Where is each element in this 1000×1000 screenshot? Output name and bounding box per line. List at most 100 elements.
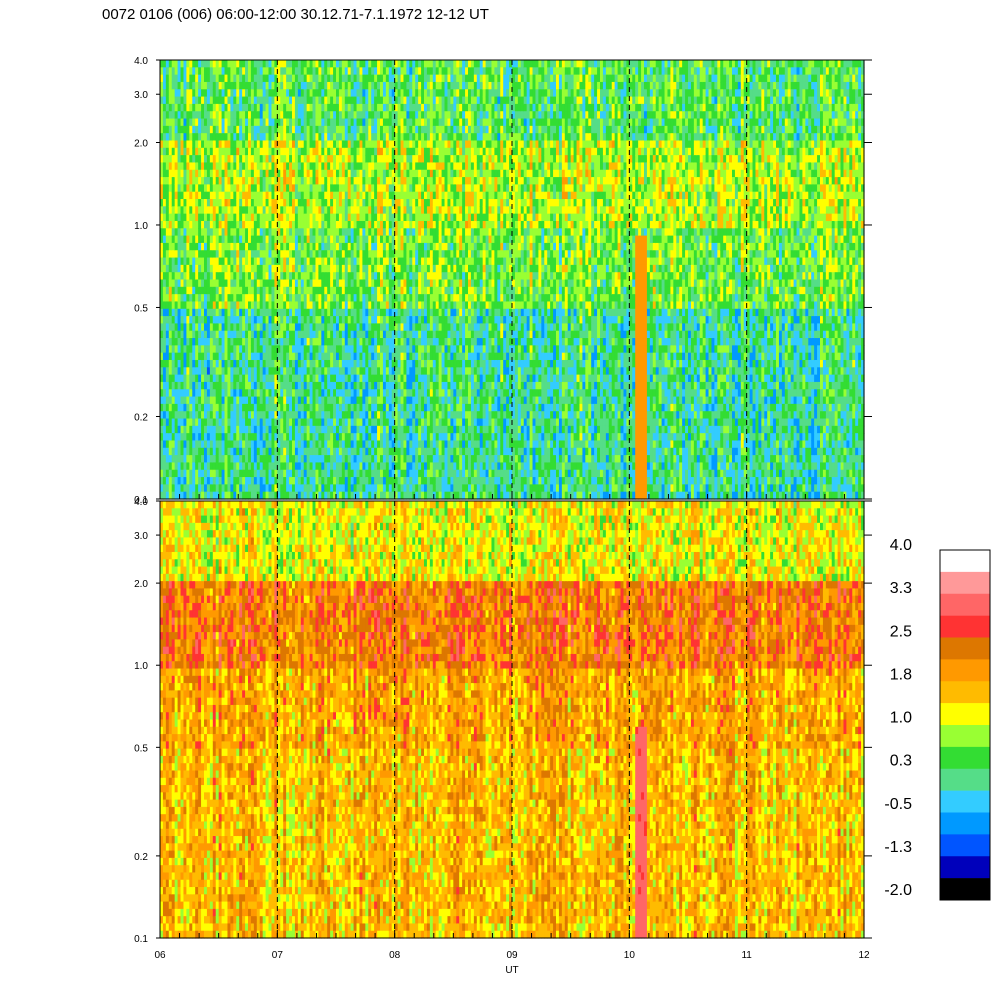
- heatmap-cell: [206, 118, 211, 127]
- heatmap-cell: [183, 455, 187, 464]
- heatmap-cell: [256, 228, 261, 237]
- heatmap-cell: [215, 338, 220, 346]
- heatmap-cell: [259, 199, 264, 207]
- heatmap-cell: [239, 359, 243, 368]
- heatmap-cell: [250, 484, 255, 493]
- heatmap-cell: [274, 469, 278, 478]
- heatmap-cell: [195, 96, 199, 105]
- heatmap-cell: [218, 279, 223, 288]
- heatmap-cell: [262, 133, 267, 142]
- heatmap-cell: [189, 191, 193, 200]
- heatmap-cell: [201, 155, 205, 164]
- heatmap-cell: [230, 74, 234, 83]
- heatmap-cell: [162, 67, 167, 76]
- heatmap-cell: [160, 184, 164, 193]
- heatmap-cell: [218, 367, 223, 376]
- heatmap-cell: [239, 235, 243, 244]
- heatmap-cell: [283, 103, 287, 112]
- heatmap-cell: [242, 403, 246, 412]
- heatmap-cell: [201, 169, 205, 178]
- heatmap-cell: [248, 118, 252, 127]
- heatmap-cell: [180, 125, 185, 134]
- heatmap-cell: [253, 286, 258, 295]
- heatmap-cell: [204, 396, 208, 405]
- heatmap-cell: [283, 89, 287, 98]
- heatmap-cell: [195, 162, 199, 171]
- heatmap-cell: [283, 389, 287, 398]
- heatmap-cell: [253, 469, 258, 478]
- heatmap-cell: [165, 184, 170, 193]
- heatmap-cell: [242, 228, 246, 237]
- heatmap-cell: [212, 294, 217, 303]
- heatmap-cell: [277, 352, 281, 361]
- heatmap-cell: [262, 455, 267, 464]
- heatmap-cell: [250, 396, 255, 405]
- heatmap-cell: [262, 316, 267, 324]
- heatmap-cell: [289, 411, 293, 420]
- heatmap-cell: [183, 257, 187, 266]
- heatmap-cell: [171, 433, 176, 442]
- heatmap-cell: [171, 264, 176, 273]
- heatmap-cell: [239, 294, 243, 303]
- heatmap-cell: [271, 447, 275, 456]
- heatmap-cell: [248, 60, 252, 68]
- heatmap-cell: [274, 89, 278, 98]
- heatmap-cell: [227, 294, 231, 303]
- heatmap-cell: [162, 374, 167, 383]
- heatmap-cell: [274, 301, 278, 310]
- heatmap-cell: [233, 345, 237, 354]
- heatmap-cell: [177, 169, 182, 178]
- heatmap-cell: [218, 140, 223, 149]
- heatmap-cell: [236, 191, 240, 200]
- heatmap-cell: [292, 250, 296, 259]
- heatmap-cell: [177, 359, 182, 368]
- heatmap-cell: [183, 206, 187, 215]
- heatmap-cell: [165, 345, 170, 354]
- heatmap-cell: [280, 133, 284, 142]
- heatmap-cell: [180, 323, 185, 332]
- heatmap-cell: [206, 242, 211, 251]
- heatmap-cell: [286, 184, 290, 193]
- heatmap-cell: [289, 301, 293, 310]
- heatmap-cell: [248, 264, 252, 273]
- heatmap-cell: [204, 169, 208, 178]
- heatmap-cell: [236, 228, 240, 237]
- heatmap-cell: [256, 381, 261, 390]
- heatmap-cell: [227, 352, 231, 361]
- heatmap-cell: [168, 147, 173, 156]
- heatmap-cell: [171, 374, 176, 383]
- heatmap-cell: [239, 477, 243, 485]
- heatmap-cell: [221, 140, 226, 149]
- heatmap-cell: [248, 96, 252, 105]
- heatmap-cell: [239, 67, 243, 76]
- heatmap-cell: [256, 118, 261, 127]
- heatmap-cell: [212, 389, 217, 398]
- heatmap-cell: [303, 60, 308, 68]
- heatmap-cell: [233, 118, 237, 127]
- heatmap-cell: [212, 272, 217, 281]
- heatmap-cell: [201, 206, 205, 215]
- heatmap-cell: [300, 411, 305, 420]
- heatmap-cell: [248, 359, 252, 368]
- heatmap-cell: [294, 133, 299, 142]
- heatmap-cell: [180, 133, 185, 142]
- heatmap-cell: [168, 125, 173, 134]
- heatmap-cell: [160, 469, 164, 478]
- heatmap-cell: [262, 228, 267, 237]
- heatmap-cell: [306, 162, 311, 171]
- heatmap-cell: [306, 169, 311, 178]
- heatmap-cell: [268, 199, 273, 207]
- heatmap-cell: [268, 294, 273, 303]
- heatmap-cell: [168, 81, 173, 90]
- heatmap-cell: [204, 418, 208, 427]
- heatmap-cell: [268, 279, 273, 288]
- heatmap-cell: [209, 169, 214, 178]
- heatmap-cell: [274, 316, 278, 324]
- heatmap-cell: [221, 242, 226, 251]
- heatmap-cell: [186, 96, 190, 105]
- heatmap-cell: [286, 162, 290, 171]
- heatmap-cell: [212, 257, 217, 266]
- heatmap-cell: [253, 118, 258, 127]
- heatmap-cell: [242, 411, 246, 420]
- heatmap-cell: [183, 381, 187, 390]
